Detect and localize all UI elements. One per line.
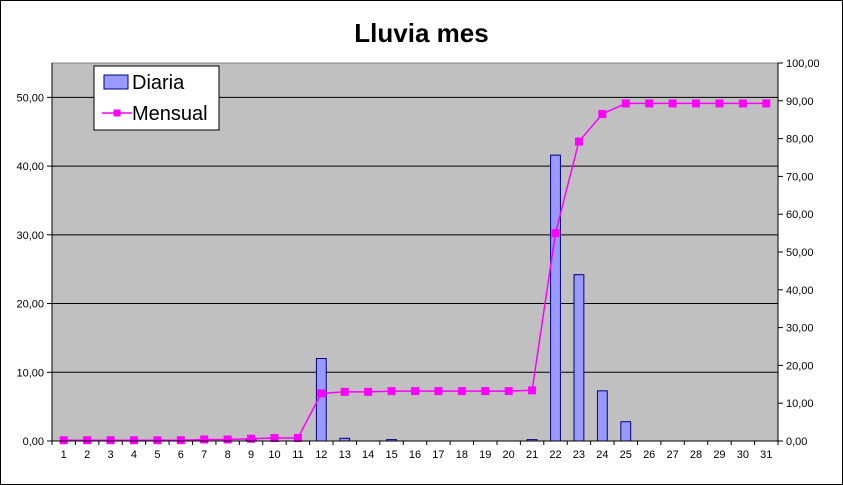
x-tick-label: 14 (362, 449, 374, 461)
mensual-point-day-26 (645, 99, 654, 108)
x-tick-label: 19 (479, 449, 491, 461)
x-tick-label: 21 (526, 449, 538, 461)
bar-series-diaria (245, 154, 632, 442)
mensual-point-day-20 (504, 387, 513, 396)
mensual-point-day-19 (481, 387, 490, 396)
left-tick-label: 40,00 (16, 161, 44, 173)
left-tick-label: 30,00 (16, 230, 44, 242)
right-tick-label: 70,00 (786, 171, 814, 183)
x-tick-label: 7 (201, 449, 207, 461)
mensual-point-day-18 (457, 387, 466, 396)
right-tick-label: 0,00 (786, 436, 807, 448)
x-tick-label: 5 (154, 449, 160, 461)
x-tick-label: 13 (339, 449, 351, 461)
x-tick-label: 29 (713, 449, 725, 461)
gridlines (52, 96, 778, 373)
mensual-point-day-13 (340, 387, 349, 396)
right-tick-label: 10,00 (786, 398, 814, 410)
x-tick-label: 11 (292, 449, 303, 461)
mensual-point-day-30 (738, 99, 747, 108)
left-tick-label: 20,00 (16, 299, 44, 311)
mensual-point-day-10 (270, 433, 279, 442)
bar-diaria-day-22 (550, 154, 561, 442)
right-tick-label: 20,00 (786, 360, 814, 372)
mensual-point-day-14 (364, 387, 373, 396)
bar-diaria-day-24 (596, 390, 608, 442)
mensual-point-day-22 (551, 229, 560, 238)
x-tick-label: 4 (131, 449, 137, 461)
x-tick-label: 12 (315, 449, 327, 461)
x-tick-label: 1 (61, 449, 67, 461)
mensual-point-day-8 (223, 435, 232, 444)
x-tick-label: 23 (573, 449, 585, 461)
mensual-point-day-4 (129, 436, 138, 445)
mensual-point-day-6 (176, 436, 185, 445)
mensual-point-day-31 (762, 99, 771, 108)
right-tick-label: 100,00 (786, 58, 820, 70)
mensual-point-day-3 (106, 436, 115, 445)
x-tick-label: 9 (248, 449, 254, 461)
x-tick-label: 31 (760, 449, 772, 461)
left-tick-label: 0,00 (23, 436, 44, 448)
x-tick-label: 22 (549, 449, 561, 461)
right-tick-label: 80,00 (786, 134, 814, 146)
line-series-mensual (59, 99, 771, 445)
mensual-point-day-21 (528, 386, 537, 395)
x-tick-label: 6 (178, 449, 184, 461)
mensual-point-day-5 (153, 436, 162, 445)
mensual-point-day-7 (200, 435, 209, 444)
right-tick-label: 40,00 (786, 285, 814, 297)
legend-label-diaria: Diaria (132, 72, 185, 94)
legend-marker-swatch (113, 109, 121, 117)
chart-title: Lluvia mes (354, 18, 489, 48)
x-tick-label: 26 (643, 449, 655, 461)
right-tick-label: 60,00 (786, 209, 814, 221)
mensual-point-day-11 (293, 433, 302, 442)
x-tick-label: 8 (225, 449, 231, 461)
right-tick-label: 90,00 (786, 96, 814, 108)
bar-diaria-day-23 (573, 274, 585, 442)
x-tick-label: 27 (666, 449, 678, 461)
mensual-point-day-16 (411, 387, 419, 396)
mensual-point-day-25 (621, 99, 630, 108)
mensual-point-day-23 (574, 137, 583, 146)
x-tick-label: 2 (84, 449, 90, 461)
mensual-point-day-24 (598, 110, 607, 119)
right-tick-label: 50,00 (786, 247, 814, 259)
mensual-point-day-1 (59, 436, 68, 445)
axes: 0,00 10,00 20,00 30,00 40,00 50,00 0,00 10,00 20… (16, 58, 819, 461)
x-tick-label: 25 (620, 449, 632, 461)
x-tick-label: 28 (690, 449, 702, 461)
right-tick-label: 30,00 (786, 323, 814, 335)
x-tick-label: 24 (596, 449, 608, 461)
bar-diaria-day-25 (620, 421, 632, 442)
x-tick-label: 10 (268, 449, 280, 461)
legend-label-mensual: Mensual (132, 103, 208, 125)
mensual-point-day-27 (668, 99, 677, 108)
x-tick-label: 3 (107, 449, 113, 461)
left-tick-label: 10,00 (16, 367, 44, 379)
mensual-point-day-17 (434, 387, 443, 396)
legend-bar-swatch (103, 74, 129, 90)
legend: Diaria Mensual (93, 65, 220, 131)
mensual-point-day-2 (83, 436, 92, 445)
x-tick-label: 30 (737, 449, 749, 461)
x-tick-label: 15 (385, 449, 397, 461)
x-tick-label: 18 (456, 449, 468, 461)
x-tick-label: 16 (409, 449, 421, 461)
mensual-point-day-15 (387, 387, 396, 396)
x-tick-label: 20 (503, 449, 515, 461)
mensual-point-day-29 (715, 99, 724, 108)
left-tick-label: 50,00 (16, 92, 44, 104)
mensual-point-day-28 (692, 99, 701, 108)
mensual-point-day-12 (317, 389, 326, 398)
x-tick-label: 17 (432, 449, 444, 461)
mensual-point-day-9 (247, 434, 256, 443)
